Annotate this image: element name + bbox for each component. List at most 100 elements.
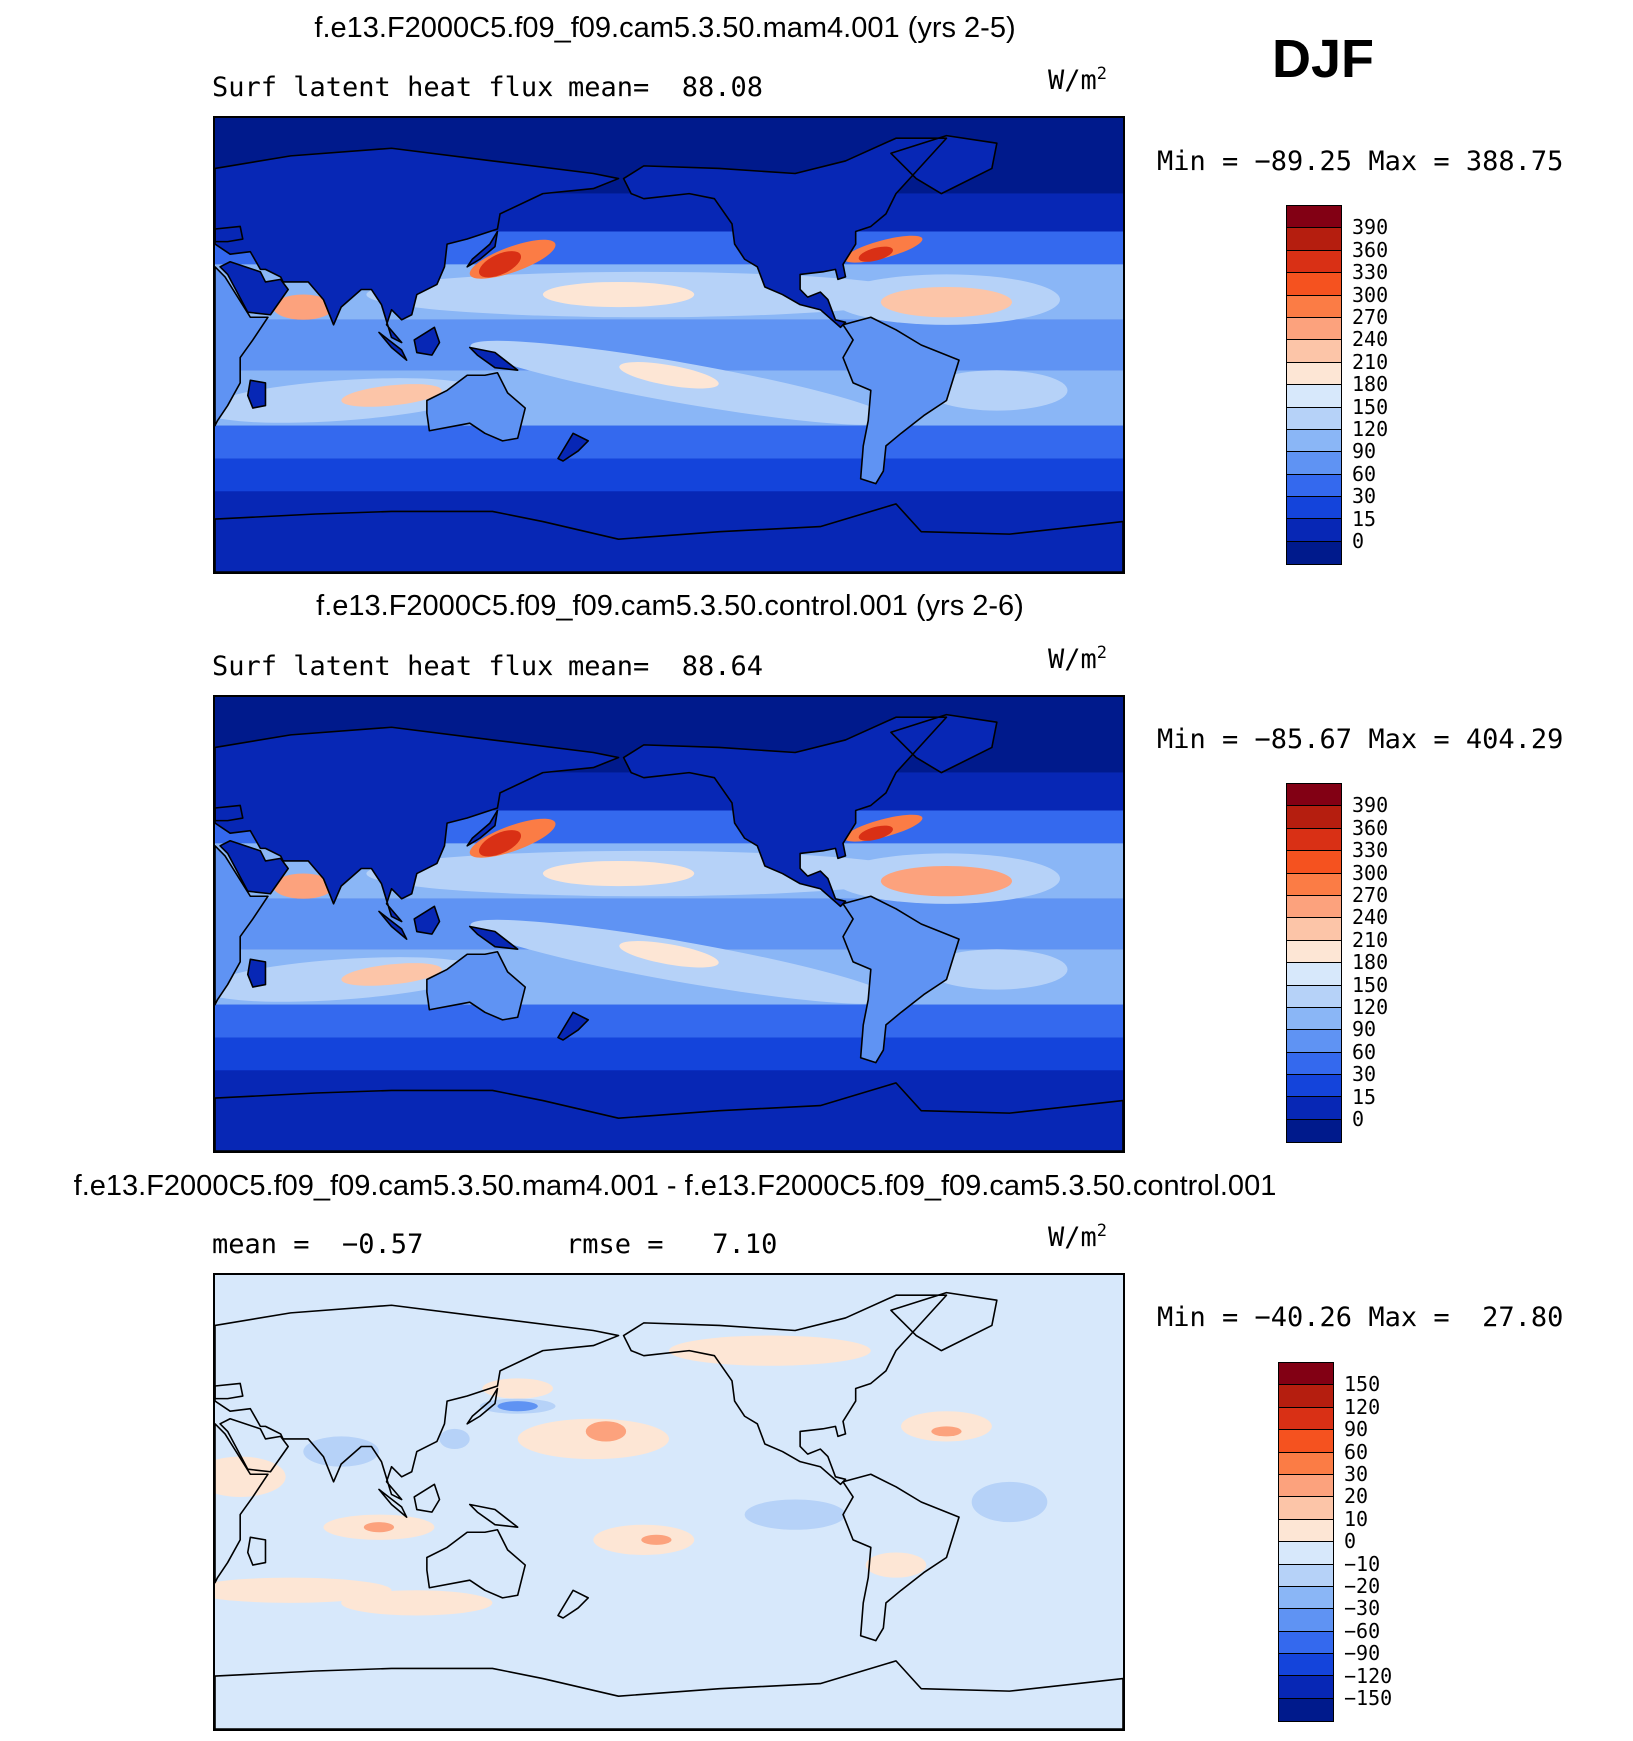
positive-anomaly xyxy=(482,1378,553,1399)
coastline xyxy=(557,432,590,462)
colorbar-tick-label: 330 xyxy=(1352,838,1389,863)
colorbar-tick-label: 60 xyxy=(1344,1439,1369,1464)
coastline xyxy=(466,809,499,847)
map-canvas xyxy=(215,697,1123,1151)
colorbar-swatch xyxy=(1279,1363,1333,1386)
coastline xyxy=(215,844,269,1006)
coastline xyxy=(215,726,620,923)
coastline xyxy=(219,1417,289,1473)
latitude-band xyxy=(215,425,1123,459)
coastline xyxy=(426,950,527,1021)
land-area xyxy=(426,372,526,441)
colorbar-swatch xyxy=(1279,1542,1333,1565)
colorbar-swatch xyxy=(1279,1430,1333,1453)
colorbar-swatch xyxy=(1287,918,1341,941)
gulf-stream-core xyxy=(858,246,893,262)
colorbar-tick-label: 0 xyxy=(1344,1529,1357,1554)
coastline-layer xyxy=(215,1291,1123,1729)
panel-1-title: f.e13.F2000C5.f09_f09.cam5.3.50.mam4.001… xyxy=(314,12,1016,44)
map-canvas xyxy=(215,118,1123,572)
colorbar-tick-label: −150 xyxy=(1344,1686,1393,1710)
colorbar-swatch xyxy=(1279,1385,1333,1408)
panel-2-minmax: Min = −85.67 Max = 404.29 xyxy=(1157,724,1564,755)
coastline xyxy=(215,147,620,344)
positive-anomaly xyxy=(669,1335,871,1366)
colorbar-tick-label: 90 xyxy=(1352,439,1377,464)
colorbar-swatch xyxy=(1287,317,1341,341)
coastline xyxy=(378,331,408,361)
panel-1-minmax: Min = −89.25 Max = 388.75 xyxy=(1157,146,1564,177)
colorbar-swatch xyxy=(1287,1097,1341,1120)
coastline xyxy=(378,1488,408,1518)
season-label: DJF xyxy=(1272,29,1375,89)
colorbar-swatch xyxy=(1287,1119,1341,1143)
colorbar-tick-label: 15 xyxy=(1352,506,1377,531)
land-area xyxy=(378,911,407,940)
land-area xyxy=(220,840,289,894)
panel-2-title: f.e13.F2000C5.f09_f09.cam5.3.50.control.… xyxy=(316,590,1024,622)
colorbar-tick-label: 360 xyxy=(1352,815,1389,840)
colorbar-swatch xyxy=(1287,497,1341,520)
colorbar-tick-label: 240 xyxy=(1352,327,1389,352)
latitude-band xyxy=(215,458,1123,492)
warm-area xyxy=(341,963,442,986)
colorbar-tick-label: 120 xyxy=(1352,995,1389,1019)
positive-anomaly xyxy=(215,1577,392,1603)
coastline xyxy=(215,1382,244,1400)
colorbar-swatch xyxy=(1287,429,1341,453)
panel-3-title: f.e13.F2000C5.f09_f09.cam5.3.50.mam4.001… xyxy=(73,1170,1277,1202)
positive-anomaly xyxy=(215,1456,286,1497)
colorbar-swatch xyxy=(1287,228,1341,251)
colorbar-tick-label: −30 xyxy=(1344,1596,1381,1621)
coastline xyxy=(246,1536,267,1566)
positive-anomaly xyxy=(865,1552,927,1578)
panel-2-units: W/m2 xyxy=(1048,643,1108,675)
colorbar-swatch xyxy=(1279,1407,1333,1431)
colorbar-swatch xyxy=(1287,1075,1341,1098)
warm-area xyxy=(880,286,1013,318)
colorbar-swatch xyxy=(1287,873,1341,896)
coastline xyxy=(890,134,998,195)
warm-area xyxy=(880,865,1013,897)
coastline xyxy=(413,326,441,356)
panel-1-units: W/m2 xyxy=(1048,64,1108,96)
coastline xyxy=(215,503,1123,572)
warm-area xyxy=(619,941,719,968)
coastline xyxy=(468,346,519,371)
coastline xyxy=(622,716,948,908)
kuroshio-core xyxy=(478,830,522,857)
land-area xyxy=(215,226,243,242)
negative-anomaly xyxy=(971,1481,1048,1523)
coastline xyxy=(622,1294,948,1486)
panel-1-map xyxy=(213,116,1125,574)
coastline xyxy=(468,925,519,950)
colorbar-tick-label: 0 xyxy=(1352,1107,1365,1131)
panel-2-mean-label: mean= 88.64 xyxy=(568,651,764,682)
land-area xyxy=(426,951,526,1020)
colorbar-swatch xyxy=(1279,1519,1333,1543)
colorbar-swatch xyxy=(1287,273,1341,296)
warm-area xyxy=(273,873,334,899)
colorbar-tick-label: 270 xyxy=(1352,883,1389,907)
coastline-layer xyxy=(215,134,1123,572)
colorbar-tick-label: −10 xyxy=(1344,1551,1381,1576)
land-area xyxy=(215,266,268,426)
colorbar-tick-label: −90 xyxy=(1344,1641,1381,1666)
coastline-layer xyxy=(215,713,1123,1151)
land-area xyxy=(414,906,440,935)
coastline xyxy=(215,265,269,427)
colorbar-tick-label: 90 xyxy=(1344,1417,1369,1442)
strong-negative-anomaly xyxy=(497,1401,538,1412)
land-area xyxy=(557,433,589,461)
coastline xyxy=(890,1291,998,1352)
colorbar-tick-label: 120 xyxy=(1352,417,1389,441)
land-area xyxy=(378,332,407,361)
colorbar-tick-label: 150 xyxy=(1344,1372,1381,1397)
colorbar-swatch xyxy=(1287,385,1341,408)
land-area xyxy=(623,138,947,328)
colorbar-swatch xyxy=(1287,828,1341,852)
colorbar-swatch xyxy=(1287,851,1341,874)
panel-2-colorbar: 390 360 330 300 270 240 210 180 150 120 90 60 30 15 0 xyxy=(1286,783,1388,1144)
coastline xyxy=(426,1528,527,1599)
latitude-band xyxy=(215,1037,1123,1071)
